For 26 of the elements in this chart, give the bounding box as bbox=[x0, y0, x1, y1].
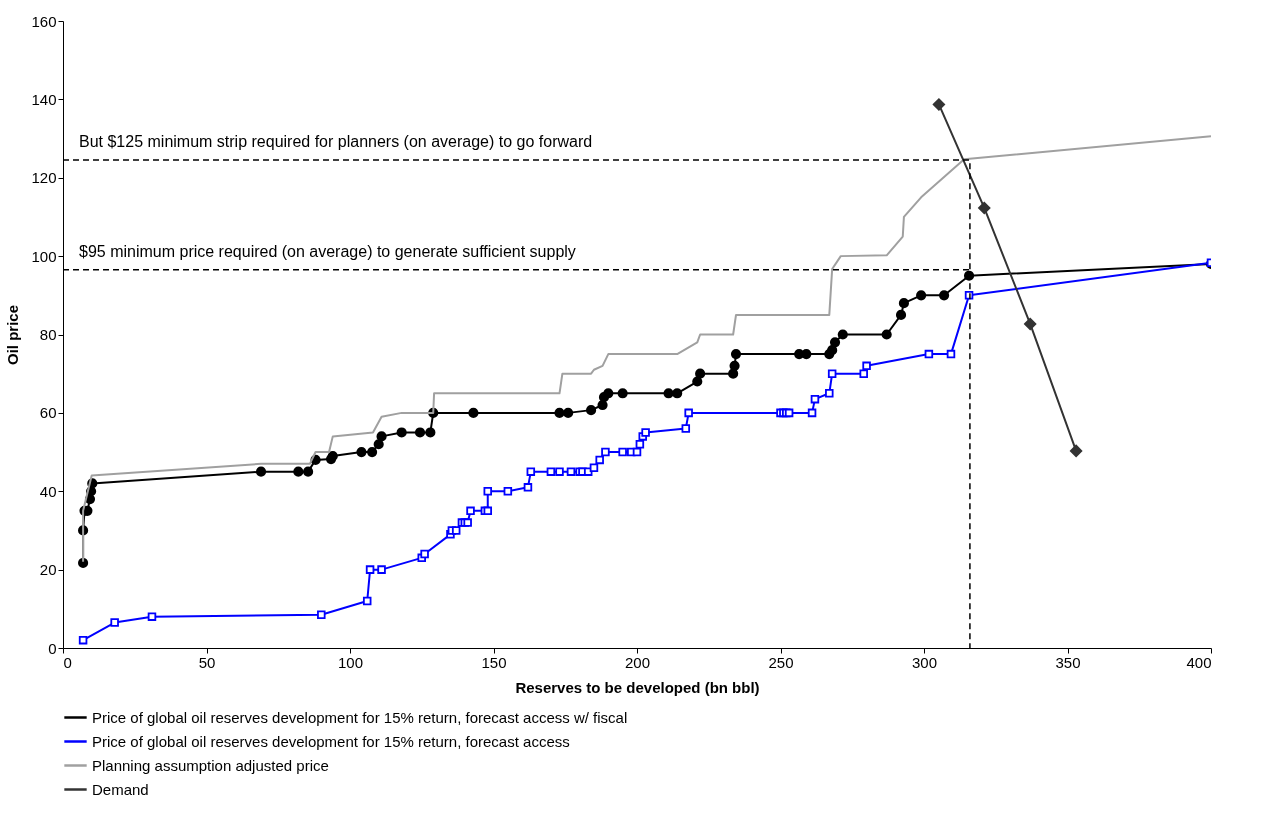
annotation: But $125 minimum strip required for planners (on average) to go forward bbox=[79, 133, 593, 151]
y-tick-label: 80 bbox=[39, 326, 57, 343]
x-tick-label: 50 bbox=[198, 653, 216, 671]
x-tick-label: 400 bbox=[1186, 653, 1212, 671]
x-tick-label: 300 bbox=[911, 653, 938, 671]
y-tick-label: 40 bbox=[39, 482, 57, 500]
y-tick-label: 120 bbox=[31, 169, 57, 187]
x-axis-title: Reserves to be developed (bn bbl) bbox=[515, 678, 760, 696]
x-tick-label: 250 bbox=[768, 653, 794, 671]
y-tick-label: 0 bbox=[48, 639, 57, 657]
y-tick-label: 140 bbox=[31, 90, 57, 108]
x-tick-label: 200 bbox=[624, 653, 651, 671]
y-axis-title: Oil price bbox=[4, 304, 22, 366]
y-tick-label: 100 bbox=[31, 247, 57, 265]
y-tick-label: 20 bbox=[39, 561, 57, 579]
annotation: $95 minimum price required (on average) to generate sufficient supply bbox=[79, 242, 576, 260]
legend-label: Price of global oil reserves development for 15% return, forecast access w/ fiscal bbox=[92, 708, 628, 726]
y-tick-label: 60 bbox=[39, 404, 57, 422]
legend-label: Demand bbox=[92, 780, 149, 798]
y-tick-label: 160 bbox=[31, 12, 57, 30]
x-tick-label: 350 bbox=[1055, 653, 1081, 671]
x-tick-label: 100 bbox=[337, 653, 364, 671]
legend-label: Planning assumption adjusted price bbox=[92, 756, 329, 774]
x-tick-label: 150 bbox=[481, 653, 507, 671]
x-tick-label: 0 bbox=[63, 653, 72, 671]
legend-label: Price of global oil reserves development for 15% return, forecast access bbox=[92, 732, 570, 750]
